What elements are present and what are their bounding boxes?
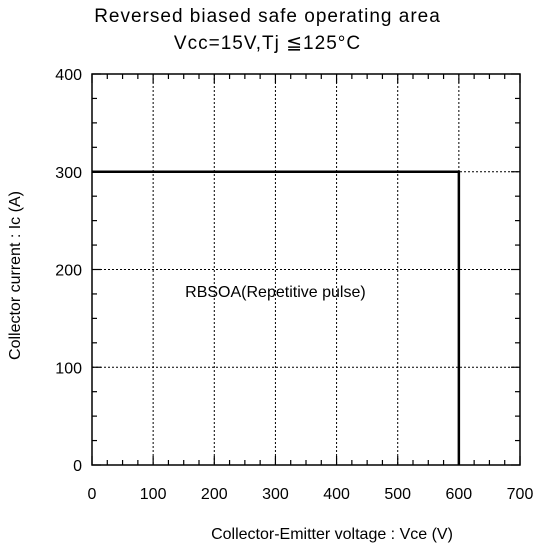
y-tick-label: 400: [55, 67, 82, 84]
y-tick-label: 100: [55, 360, 82, 377]
x-tick-label: 200: [201, 486, 228, 503]
x-tick-label: 300: [262, 486, 289, 503]
x-tick-label: 0: [88, 486, 97, 503]
chart-title: Reversed biased safe operating area: [94, 6, 441, 27]
rbsoa-boundary-line: [92, 170, 461, 465]
chart-subtitle: Vcc=15V,Tj ≦125°C: [173, 33, 362, 54]
x-tick-label: 500: [384, 486, 411, 503]
y-tick-label: 0: [73, 458, 82, 475]
y-tick-label: 300: [55, 165, 82, 182]
x-tick-label: 600: [446, 486, 473, 503]
rbsoa-annotation: RBSOA(Repetitive pulse): [185, 284, 366, 301]
x-tick-label: 100: [140, 486, 167, 503]
x-tick-label: 400: [323, 486, 350, 503]
x-tick-label: 700: [507, 486, 534, 503]
y-axis-label: Collector current : Ic (A): [7, 191, 24, 360]
x-axis-label: Collector-Emitter voltage : Vce (V): [211, 526, 453, 543]
y-tick-label: 200: [55, 263, 82, 280]
